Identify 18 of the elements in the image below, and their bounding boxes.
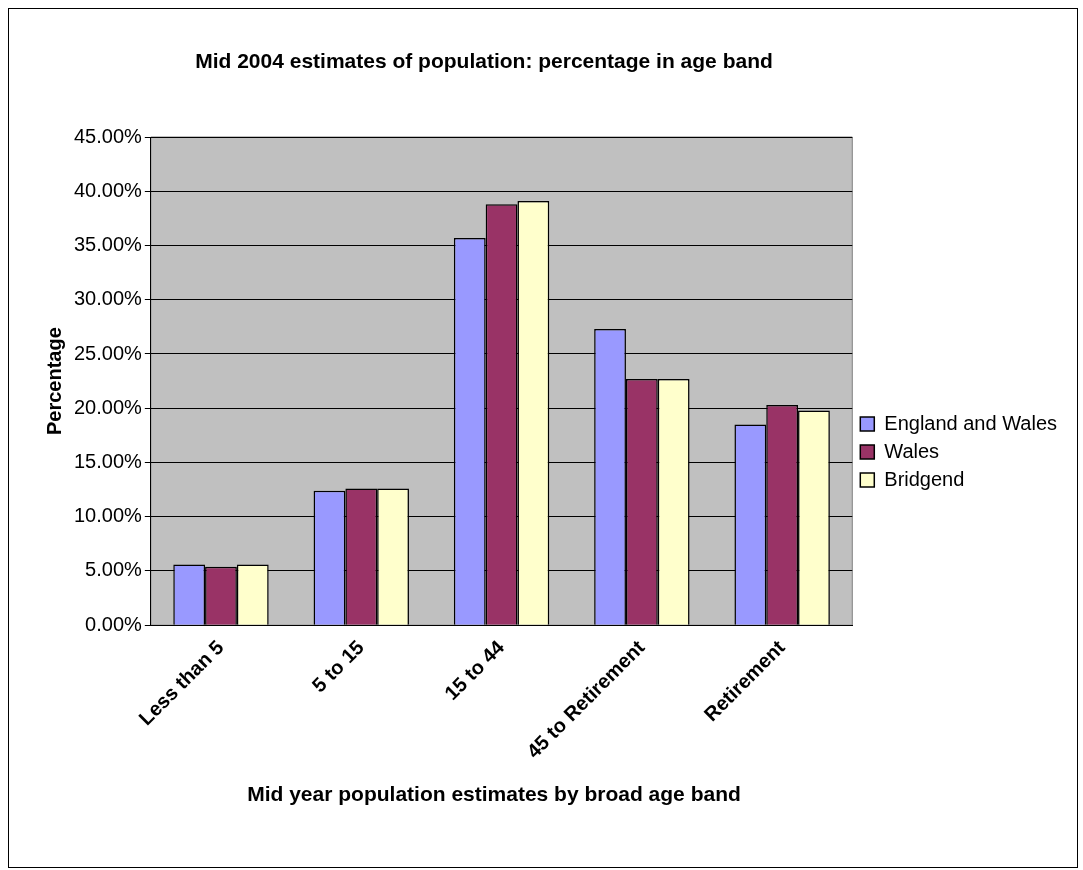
- legend-label: Wales: [884, 439, 940, 462]
- y-axis-title: Percentage: [42, 327, 65, 436]
- x-tick-label: 15 to 44: [440, 635, 509, 705]
- y-tick-label: 30.00%: [73, 287, 143, 310]
- y-tick-label: 45.00%: [73, 124, 143, 147]
- y-tick-label: 35.00%: [73, 233, 143, 256]
- y-tick-label: 15.00%: [73, 450, 143, 472]
- x-tick-label: 5 to 15: [307, 635, 368, 697]
- y-tick-label: 40.00%: [73, 178, 143, 201]
- legend-label: England and Wales: [884, 411, 1058, 434]
- x-axis-title: Mid year population estimates by broad age band: [246, 781, 742, 807]
- y-tick-label: 10.00%: [73, 504, 143, 527]
- y-tick-label: 25.00%: [73, 341, 143, 364]
- y-tick-label: 5.00%: [85, 558, 143, 581]
- y-tick-label: 20.00%: [73, 395, 143, 418]
- chart-title: Mid 2004 estimates of population: percentage in age band: [194, 49, 774, 73]
- y-tick-label: 0.00%: [85, 612, 143, 635]
- legend-label: Bridgend: [884, 467, 965, 490]
